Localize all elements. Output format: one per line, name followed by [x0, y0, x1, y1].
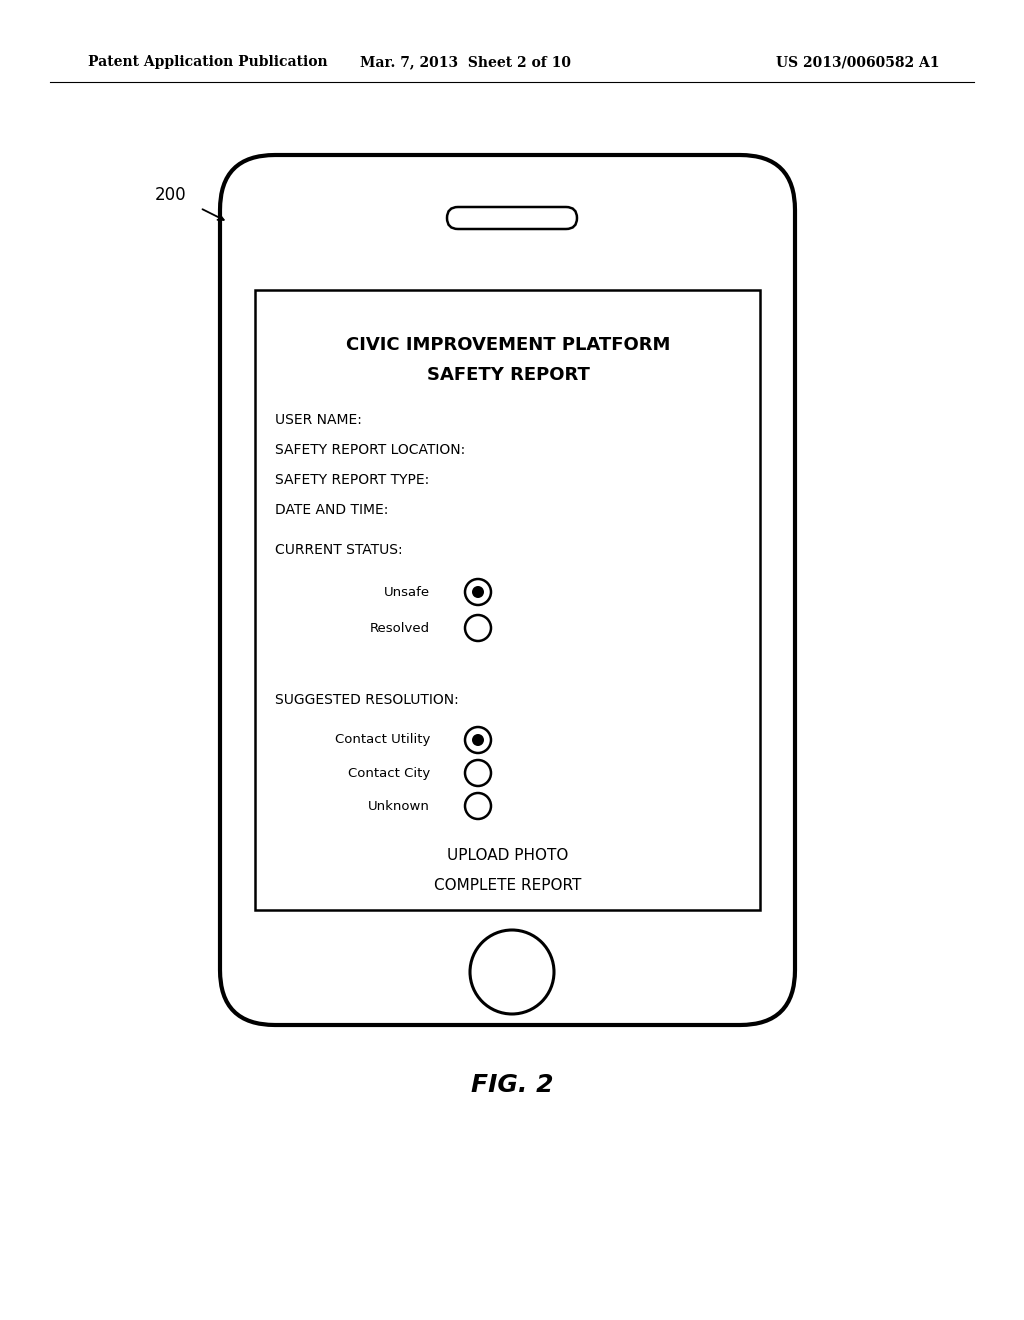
Text: COMPLETE REPORT: COMPLETE REPORT	[434, 878, 582, 892]
Circle shape	[472, 734, 484, 746]
Text: Unsafe: Unsafe	[384, 586, 430, 598]
Text: DATE AND TIME:: DATE AND TIME:	[275, 503, 388, 517]
Text: Mar. 7, 2013  Sheet 2 of 10: Mar. 7, 2013 Sheet 2 of 10	[359, 55, 570, 69]
FancyBboxPatch shape	[220, 154, 795, 1026]
Text: CURRENT STATUS:: CURRENT STATUS:	[275, 543, 402, 557]
Circle shape	[472, 586, 484, 598]
Circle shape	[470, 931, 554, 1014]
Text: SUGGESTED RESOLUTION:: SUGGESTED RESOLUTION:	[275, 693, 459, 708]
Text: FIG. 2: FIG. 2	[471, 1073, 553, 1097]
Circle shape	[465, 727, 490, 752]
Text: UPLOAD PHOTO: UPLOAD PHOTO	[447, 847, 568, 862]
Text: Contact Utility: Contact Utility	[335, 734, 430, 747]
Text: SAFETY REPORT LOCATION:: SAFETY REPORT LOCATION:	[275, 444, 465, 457]
Text: CIVIC IMPROVEMENT PLATFORM: CIVIC IMPROVEMENT PLATFORM	[346, 337, 670, 354]
Circle shape	[465, 615, 490, 642]
FancyBboxPatch shape	[447, 207, 577, 228]
Text: Unknown: Unknown	[368, 800, 430, 813]
Circle shape	[465, 579, 490, 605]
Text: SAFETY REPORT: SAFETY REPORT	[427, 366, 590, 384]
Text: US 2013/0060582 A1: US 2013/0060582 A1	[776, 55, 940, 69]
Circle shape	[465, 760, 490, 785]
Text: Patent Application Publication: Patent Application Publication	[88, 55, 328, 69]
Text: USER NAME:: USER NAME:	[275, 413, 361, 426]
Text: Contact City: Contact City	[348, 767, 430, 780]
Text: SAFETY REPORT TYPE:: SAFETY REPORT TYPE:	[275, 473, 429, 487]
Circle shape	[465, 793, 490, 818]
Text: 200: 200	[155, 186, 186, 205]
Text: Resolved: Resolved	[370, 622, 430, 635]
Bar	[255, 290, 760, 909]
